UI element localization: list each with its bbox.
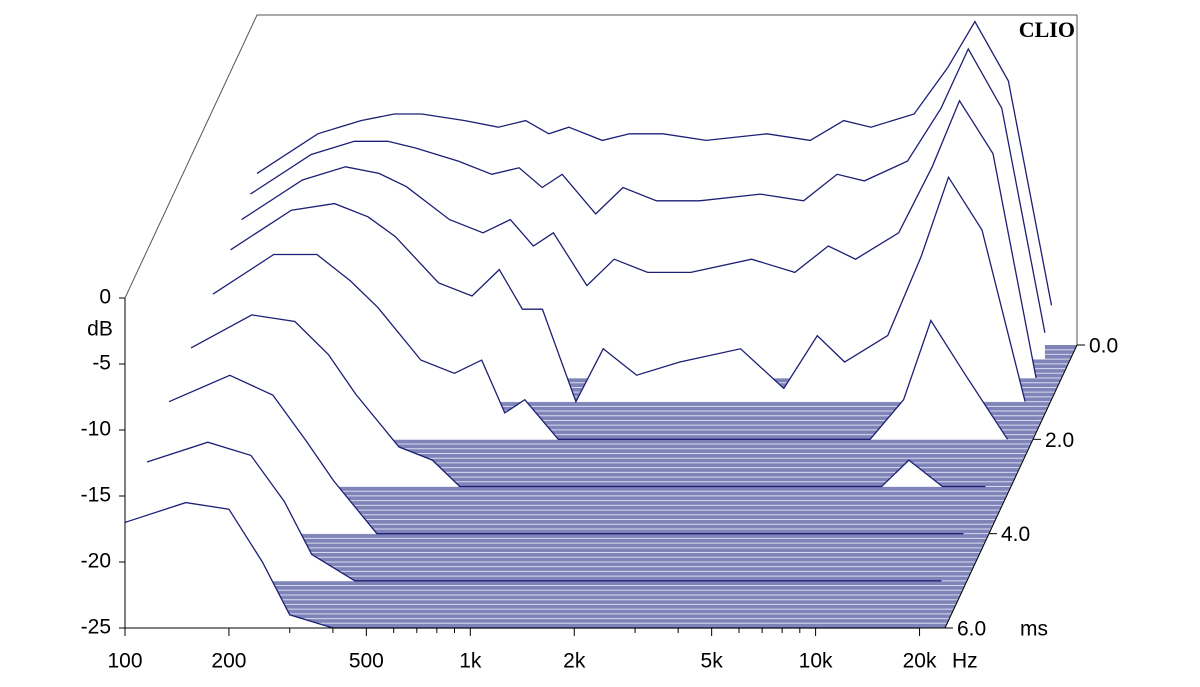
x-tick-label: 100 xyxy=(107,650,142,673)
y-tick-label: 0 xyxy=(99,286,111,309)
y-tick-label: -20 xyxy=(81,550,111,573)
slice-fill xyxy=(125,502,920,628)
x-unit: Hz xyxy=(952,650,978,673)
x-tick-label: 500 xyxy=(349,650,384,673)
x-tick-label: 10k xyxy=(799,650,833,673)
slice-line xyxy=(146,441,942,582)
z-tick-label: 6.0 xyxy=(957,618,986,641)
slice-line xyxy=(230,175,1026,404)
slice-line xyxy=(190,314,986,488)
x-tick-label: 1k xyxy=(459,650,482,673)
slice-fill xyxy=(230,177,1026,402)
y-tick-label: -10 xyxy=(81,418,111,441)
slice-fill xyxy=(213,254,1008,440)
x-tick-label: 20k xyxy=(903,650,937,673)
z-axis xyxy=(944,344,1078,629)
x-tick-label: 200 xyxy=(211,650,246,673)
z-tick-label: 4.0 xyxy=(1001,523,1030,546)
chart-title: CLIO xyxy=(1019,17,1075,42)
y-axis-label: dB xyxy=(87,318,113,341)
y-tick-label: -5 xyxy=(92,352,111,375)
x-tick-label: 5k xyxy=(701,650,724,673)
x-tick-label: 2k xyxy=(563,650,586,673)
slice-line xyxy=(241,99,1037,379)
y-tick-label: -25 xyxy=(81,616,111,639)
wall-frame xyxy=(124,14,1078,345)
slice-line xyxy=(212,253,1009,440)
slice-fill xyxy=(191,314,986,487)
z-tick-label: 2.0 xyxy=(1045,429,1074,452)
slice-line xyxy=(250,47,1046,333)
z-unit: ms xyxy=(1020,618,1048,641)
slice-line xyxy=(168,374,964,535)
z-tick-label: 0.0 xyxy=(1089,335,1118,358)
y-tick-label: -15 xyxy=(81,484,111,507)
slice-line xyxy=(256,20,1053,306)
